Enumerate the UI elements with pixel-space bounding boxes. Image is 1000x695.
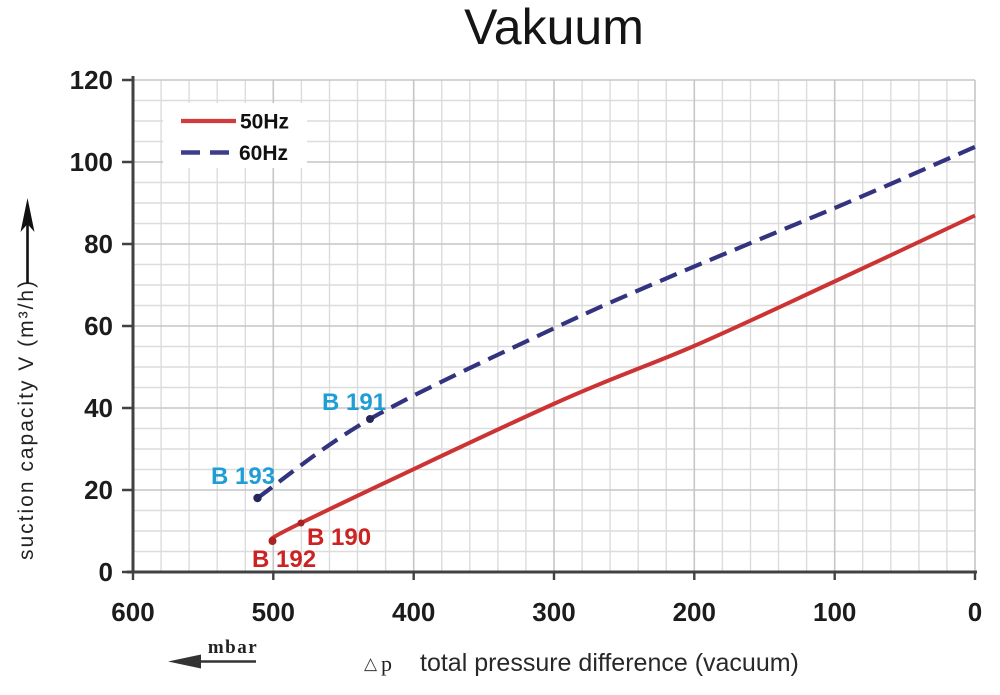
svg-text:0: 0 [99,557,113,587]
svg-text:p: p [381,651,392,676]
svg-text:0: 0 [968,597,982,627]
svg-text:B 192: B 192 [252,546,316,573]
svg-text:20: 20 [84,475,113,505]
svg-text:B 190: B 190 [307,524,371,551]
svg-text:△: △ [364,654,378,673]
svg-text:B 191: B 191 [322,389,386,416]
svg-text:600: 600 [111,597,154,627]
svg-text:400: 400 [392,597,435,627]
svg-text:100: 100 [70,147,113,177]
svg-text:200: 200 [673,597,716,627]
svg-text:total pressure difference (vac: total pressure difference (vacuum) [420,649,799,677]
svg-text:suction capacity V (m³/h): suction capacity V (m³/h) [15,279,38,560]
svg-text:60Hz: 60Hz [239,142,288,165]
svg-text:mbar: mbar [208,637,258,658]
svg-text:60: 60 [84,311,113,341]
svg-text:B 193: B 193 [211,463,275,490]
svg-text:40: 40 [84,393,113,423]
svg-text:500: 500 [252,597,295,627]
svg-text:50Hz: 50Hz [240,111,289,134]
svg-text:120: 120 [70,65,113,95]
svg-text:Vakuum: Vakuum [464,0,644,55]
svg-text:80: 80 [84,229,113,259]
svg-text:300: 300 [532,597,575,627]
svg-text:100: 100 [813,597,856,627]
